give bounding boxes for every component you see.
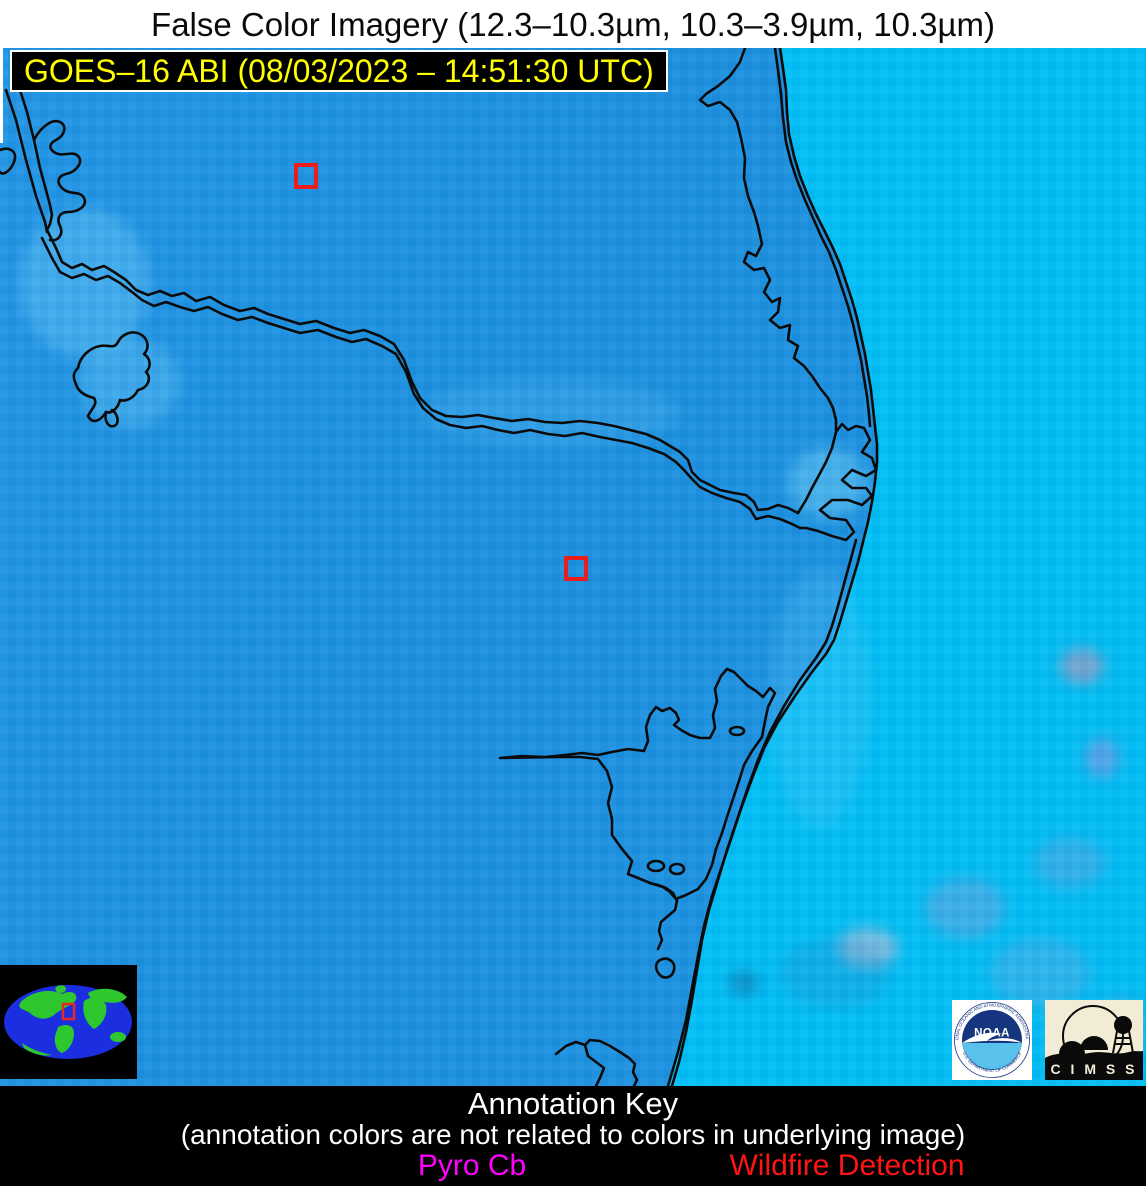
annotation-key-bar: Annotation Key (annotation colors are no… <box>0 1086 1146 1186</box>
cloud-patch <box>1085 738 1119 778</box>
cloud-patch <box>925 878 1005 938</box>
sound-north-shore <box>45 228 800 515</box>
legend-pyro-cb: Pyro Cb <box>417 1149 527 1182</box>
barrier-island-ocean-side <box>666 48 879 1086</box>
continent-south-america <box>54 1025 74 1053</box>
inland-lake <box>72 331 151 423</box>
pixelation-texture <box>0 48 1146 1086</box>
wildfire-detection-box <box>294 163 318 189</box>
cloud-patch <box>1035 838 1105 888</box>
annotation-key-heading: Annotation Key <box>467 1086 679 1121</box>
continent-africa <box>83 997 107 1029</box>
satellite-image: GOES–16 ABI (08/03/2023 – 14:51:30 UTC) <box>0 48 1146 1086</box>
dark-water-patch <box>728 970 760 996</box>
barrier-island-sound-side-south <box>670 538 858 1086</box>
cloud-patch <box>838 928 898 968</box>
left-margin-strip <box>0 48 3 143</box>
annotation-key-note: (annotation colors are not related to co… <box>180 1119 966 1150</box>
coastline-overlay <box>0 48 879 1086</box>
stumpy-point-shore <box>554 1038 639 1086</box>
goes-timestamp-label: GOES–16 ABI (08/03/2023 – 14:51:30 UTC) <box>10 50 668 92</box>
cimss-dish-center <box>1080 1036 1108 1050</box>
continent-antarctica <box>22 1043 52 1056</box>
estuary-light-patch <box>80 338 180 428</box>
small-island <box>646 859 666 873</box>
mainland-north-shore <box>698 48 838 432</box>
inland-lake-tail <box>104 408 119 428</box>
cimss-acronym: C I M S S <box>1051 1061 1138 1077</box>
globe-region-box <box>61 1002 76 1021</box>
cimss-dish-left <box>1059 1041 1085 1054</box>
continent-australia <box>110 1032 126 1042</box>
noaa-gull-swoosh <box>962 1032 1022 1043</box>
marsh-islet <box>654 957 676 979</box>
barrier-island-sound-side-north <box>773 48 872 428</box>
continent-north-america <box>19 990 77 1019</box>
globe-inset <box>0 965 137 1079</box>
cloud-patch <box>780 938 890 1008</box>
cimss-water-tower-legs <box>1112 1030 1134 1054</box>
continent-greenland <box>55 985 66 993</box>
stumpy-point-inner <box>583 1043 606 1086</box>
annotation-legend: Pyro Cb Wildfire Detection <box>0 1150 1146 1184</box>
dare-mainland-roanoke <box>498 667 777 901</box>
cloud-patch <box>1060 648 1104 684</box>
creek-left-lobe <box>0 147 17 175</box>
noaa-acronym: NOAA <box>974 1028 1010 1040</box>
cimss-water-tower-tank <box>1114 1016 1132 1034</box>
small-island <box>668 862 686 876</box>
river-east-bank <box>18 88 54 232</box>
kitty-hawk-bay-complex <box>796 422 878 542</box>
small-island <box>728 725 746 737</box>
sound-light-patch <box>420 378 680 448</box>
page-title: False Color Imagery (12.3–10.3µm, 10.3–3… <box>151 6 995 43</box>
peninsula-extension <box>648 881 679 951</box>
noaa-logo: NOAA NATIONAL OCEANIC AND ATMOSPHERIC AD… <box>952 1000 1032 1080</box>
cimss-ground <box>1045 1051 1143 1080</box>
cimss-logo: C I M S S <box>1045 1000 1143 1080</box>
wildfire-detection-box <box>564 556 588 581</box>
river-west-bank <box>4 88 49 234</box>
creek-complex <box>32 119 87 242</box>
cloud-patch <box>990 938 1090 1008</box>
legend-wildfire-detection: Wildfire Detection <box>729 1149 965 1182</box>
continent-eurasia <box>88 988 127 1003</box>
title-bar: False Color Imagery (12.3–10.3µm, 10.3–3… <box>0 0 1146 48</box>
sound-light-patch <box>770 568 870 828</box>
sound-south-shore <box>40 236 802 530</box>
